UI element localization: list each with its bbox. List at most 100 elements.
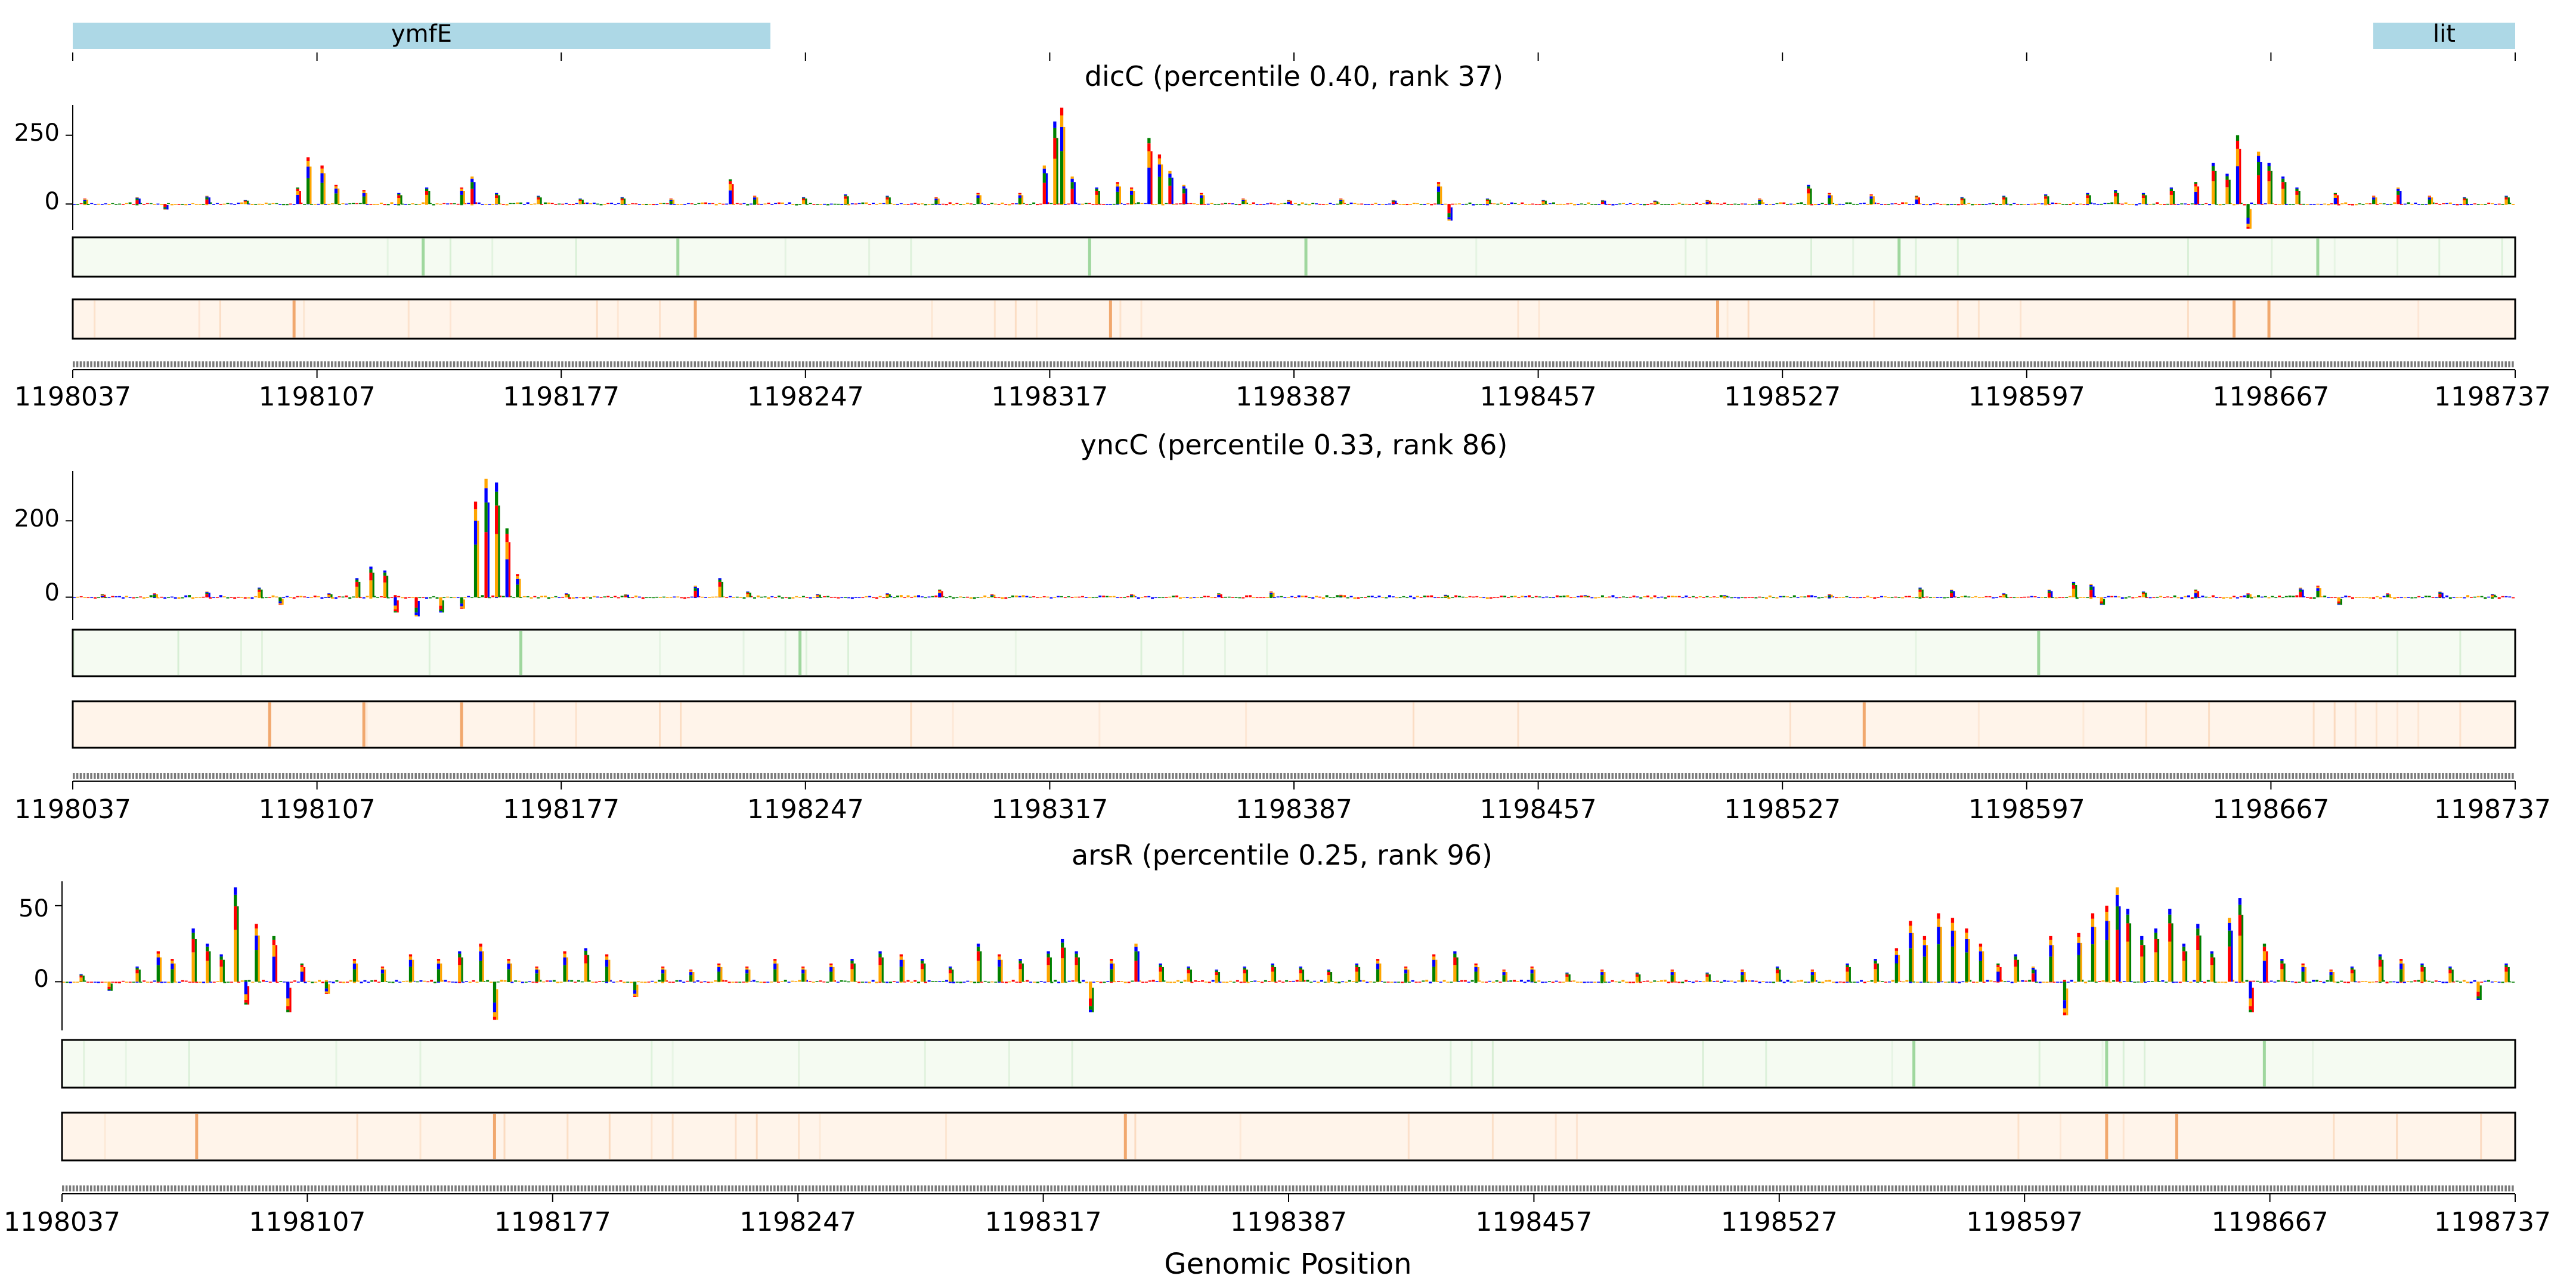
- sequence-base: [209, 773, 211, 779]
- sequence-base: [1106, 773, 1108, 779]
- logo-letter: [1583, 982, 1586, 983]
- logo-peak: [2316, 590, 2320, 597]
- logo-peak: [566, 957, 568, 982]
- logo-letter: [559, 982, 563, 983]
- logo-letter: [303, 204, 306, 205]
- sequence-base: [1716, 773, 1719, 779]
- logo-letter: [1751, 597, 1754, 599]
- sequence-base: [1151, 773, 1153, 779]
- logo-letter: [1528, 595, 1531, 597]
- logo-letter: [882, 597, 886, 599]
- sequence-base: [1834, 361, 1837, 367]
- logo-peak: [1001, 959, 1003, 982]
- logo-peak: [1960, 200, 1964, 205]
- logo-peak: [801, 197, 806, 198]
- sequence-base: [237, 773, 239, 779]
- logo-peak: [1391, 202, 1395, 205]
- logo-letter: [1887, 597, 1890, 599]
- sequence-base: [1677, 773, 1680, 779]
- logo-letter: [934, 595, 938, 597]
- logo-letter: [296, 596, 299, 597]
- logo-peak: [1432, 959, 1436, 967]
- logo-peak: [1070, 188, 1074, 205]
- sequence-base: [1109, 773, 1111, 779]
- logo-letter: [847, 981, 850, 983]
- logo-letter: [1947, 982, 1950, 983]
- logo-letter: [1367, 596, 1370, 597]
- x-tick-label: 1198527: [1724, 794, 1841, 825]
- sequence-base: [439, 361, 441, 367]
- sequence-base: [512, 361, 515, 367]
- sequence-base: [659, 773, 661, 779]
- sequence-base: [1950, 361, 1952, 367]
- logo-peak: [2372, 196, 2376, 198]
- sequence-base: [1524, 361, 1527, 367]
- sequence-base: [543, 361, 546, 367]
- logo-letter: [868, 982, 871, 984]
- logo-letter: [959, 596, 962, 597]
- logo-letter: [1252, 202, 1255, 205]
- logo-peak: [1053, 138, 1057, 159]
- sequence-base: [2012, 773, 2015, 779]
- logo-letter: [791, 204, 795, 205]
- logo-peak: [2141, 194, 2145, 196]
- logo-letter: [1311, 202, 1315, 205]
- logo-peak: [2236, 148, 2240, 166]
- logo-peak: [324, 993, 329, 994]
- logo-peak: [352, 959, 357, 961]
- logo-peak: [2491, 595, 2494, 597]
- logo-letter: [699, 982, 703, 983]
- heatmap-cell: [2397, 239, 2399, 275]
- logo-peak: [1502, 969, 1506, 971]
- sequence-base: [250, 773, 253, 779]
- sequence-base: [1311, 773, 1314, 779]
- logo-peak: [2249, 209, 2252, 229]
- logo-letter: [843, 980, 847, 982]
- logo-letter: [1936, 203, 1939, 205]
- logo-letter: [645, 597, 648, 599]
- logo-letter: [599, 204, 603, 206]
- sequence-base: [2047, 773, 2050, 779]
- sequence-base: [2218, 361, 2221, 367]
- sequence-base: [2278, 773, 2280, 779]
- logo-letter: [844, 597, 847, 599]
- logo-letter: [1412, 597, 1416, 599]
- sequence-base: [181, 1185, 184, 1191]
- sequence-base: [303, 361, 305, 367]
- logo-peak: [355, 586, 359, 597]
- logo-peak: [1996, 963, 2000, 965]
- sequence-base: [1004, 773, 1007, 779]
- logo-letter: [367, 982, 370, 983]
- logo-peak: [1089, 998, 1092, 1007]
- logo-peak: [2386, 593, 2389, 595]
- sequence-base: [533, 773, 535, 779]
- logo-peak: [2299, 589, 2302, 592]
- logo-peak: [300, 971, 304, 982]
- logo-peak: [1894, 950, 1899, 955]
- logo-peak: [442, 600, 444, 613]
- sequence-base: [2389, 773, 2392, 779]
- sequence-base: [2086, 773, 2088, 779]
- logo-peak: [289, 987, 292, 1013]
- sequence-base: [1078, 361, 1080, 367]
- logo-peak: [362, 190, 366, 191]
- heatmap-peak: [2037, 631, 2041, 675]
- logo-letter: [1165, 597, 1168, 598]
- sequence-base: [156, 361, 159, 367]
- sequence-base: [543, 773, 546, 779]
- sequence-base: [1367, 361, 1370, 367]
- logo-letter: [1318, 203, 1321, 205]
- logo-letter: [449, 203, 453, 205]
- logo-letter: [2491, 203, 2494, 205]
- logo-peak: [386, 575, 389, 597]
- logo-peak: [2507, 197, 2510, 205]
- logo-peak: [1996, 965, 2000, 967]
- logo-letter: [1946, 204, 1950, 206]
- sequence-base: [2256, 773, 2259, 779]
- sequence-base: [188, 361, 190, 367]
- logo-peak: [2504, 963, 2508, 965]
- logo-peak: [1447, 204, 1451, 213]
- logo-peak: [479, 951, 482, 961]
- sequence-base: [1444, 361, 1447, 367]
- logo-letter: [454, 982, 458, 983]
